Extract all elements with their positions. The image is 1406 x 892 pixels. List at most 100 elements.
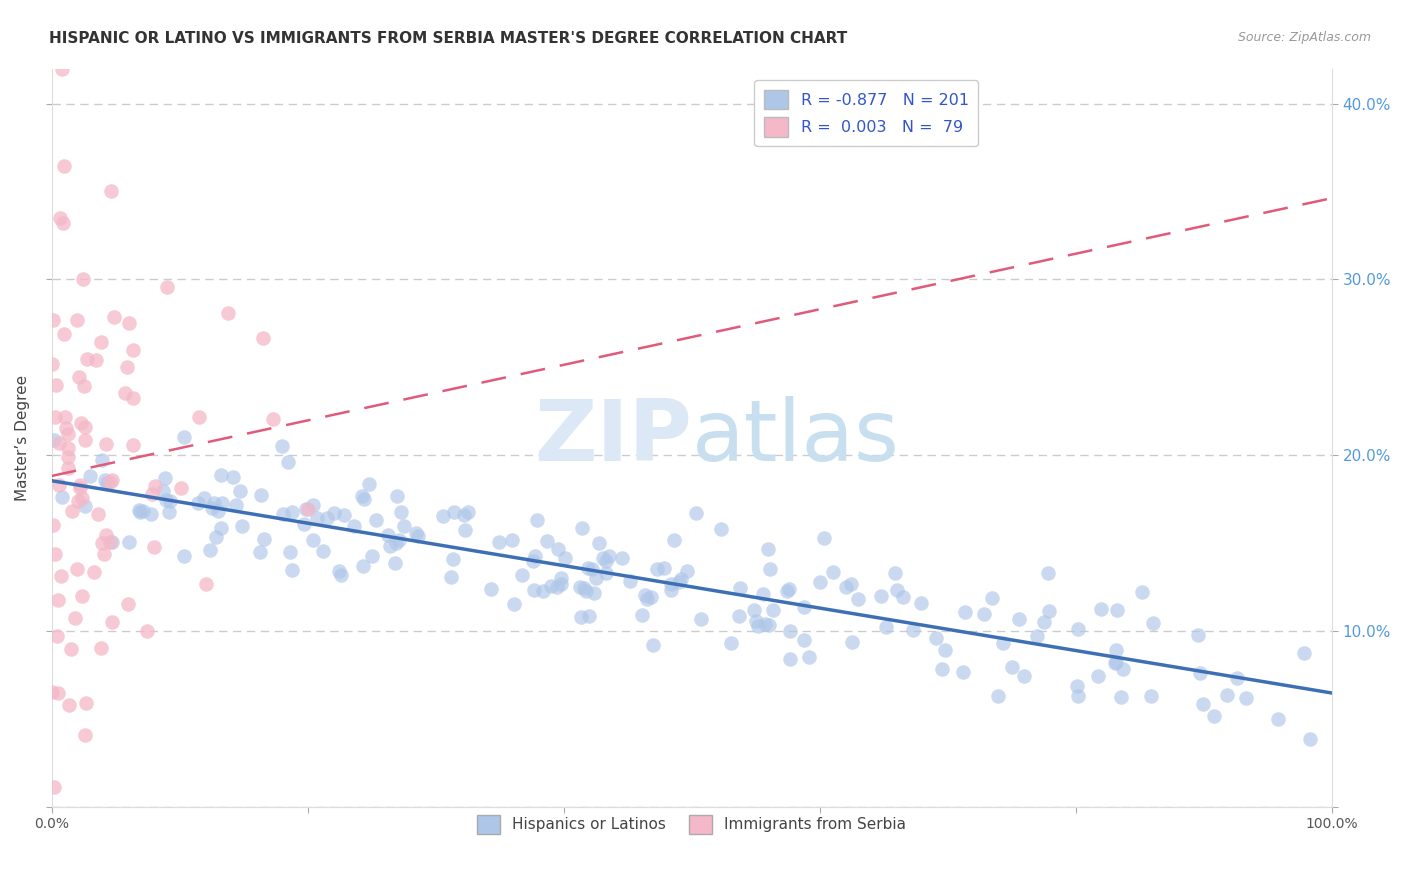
- Point: [547, 542, 569, 557]
- Point: [173, 549, 195, 564]
- Point: [841, 634, 863, 648]
- Point: [1267, 712, 1289, 726]
- Point: [536, 533, 558, 548]
- Point: [389, 505, 412, 519]
- Point: [991, 635, 1014, 649]
- Point: [595, 566, 617, 580]
- Point: [301, 498, 323, 512]
- Point: [302, 533, 325, 548]
- Point: [53, 326, 76, 341]
- Point: [550, 577, 572, 591]
- Point: [575, 583, 598, 598]
- Point: [1130, 585, 1153, 599]
- Point: [100, 184, 122, 198]
- Point: [187, 409, 209, 424]
- Point: [194, 577, 217, 591]
- Point: [96, 475, 118, 490]
- Point: [758, 617, 780, 632]
- Point: [1139, 689, 1161, 703]
- Point: [56, 441, 79, 455]
- Point: [1014, 669, 1036, 683]
- Point: [122, 343, 145, 357]
- Point: [41, 357, 63, 371]
- Point: [1142, 615, 1164, 630]
- Point: [685, 506, 707, 520]
- Point: [211, 495, 233, 509]
- Point: [145, 479, 167, 493]
- Point: [377, 528, 399, 542]
- Point: [779, 652, 801, 666]
- Point: [209, 521, 232, 535]
- Point: [49, 211, 72, 226]
- Point: [281, 505, 304, 519]
- Point: [1104, 657, 1126, 671]
- Point: [67, 370, 90, 384]
- Point: [48, 436, 70, 450]
- Point: [101, 615, 124, 629]
- Point: [51, 62, 73, 76]
- Point: [568, 580, 591, 594]
- Point: [73, 420, 96, 434]
- Point: [252, 331, 274, 345]
- Point: [136, 624, 159, 638]
- Point: [94, 528, 117, 542]
- Point: [747, 618, 769, 632]
- Point: [70, 589, 93, 603]
- Point: [647, 562, 669, 576]
- Point: [292, 516, 315, 531]
- Point: [48, 478, 70, 492]
- Text: Source: ZipAtlas.com: Source: ZipAtlas.com: [1237, 31, 1371, 45]
- Point: [441, 552, 464, 566]
- Point: [524, 549, 547, 563]
- Point: [122, 391, 145, 405]
- Point: [598, 549, 620, 563]
- Point: [69, 416, 91, 430]
- Point: [56, 460, 79, 475]
- Point: [728, 581, 751, 595]
- Point: [49, 569, 72, 583]
- Point: [1008, 612, 1031, 626]
- Point: [793, 632, 815, 647]
- Point: [973, 607, 995, 622]
- Point: [315, 511, 337, 525]
- Point: [323, 506, 346, 520]
- Point: [385, 489, 408, 503]
- Point: [249, 544, 271, 558]
- Point: [640, 591, 662, 605]
- Point: [759, 561, 782, 575]
- Point: [98, 535, 121, 549]
- Point: [1204, 709, 1226, 723]
- Point: [353, 491, 375, 506]
- Point: [582, 585, 605, 599]
- Point: [901, 624, 924, 638]
- Point: [69, 478, 91, 492]
- Point: [574, 581, 596, 595]
- Point: [440, 570, 463, 584]
- Point: [510, 568, 533, 582]
- Point: [1112, 662, 1135, 676]
- Point: [987, 689, 1010, 703]
- Point: [66, 313, 89, 327]
- Point: [554, 551, 576, 566]
- Point: [799, 650, 821, 665]
- Point: [592, 551, 614, 566]
- Point: [619, 574, 641, 589]
- Point: [352, 559, 374, 574]
- Point: [41, 685, 63, 699]
- Point: [886, 582, 908, 597]
- Point: [357, 477, 380, 491]
- Point: [846, 592, 869, 607]
- Point: [333, 508, 356, 523]
- Point: [571, 521, 593, 535]
- Point: [159, 493, 181, 508]
- Point: [75, 728, 97, 742]
- Point: [1234, 691, 1257, 706]
- Point: [343, 519, 366, 533]
- Point: [406, 528, 429, 542]
- Point: [385, 536, 408, 550]
- Point: [75, 433, 97, 447]
- Point: [934, 643, 956, 657]
- Point: [585, 571, 607, 585]
- Point: [1066, 679, 1088, 693]
- Point: [67, 493, 90, 508]
